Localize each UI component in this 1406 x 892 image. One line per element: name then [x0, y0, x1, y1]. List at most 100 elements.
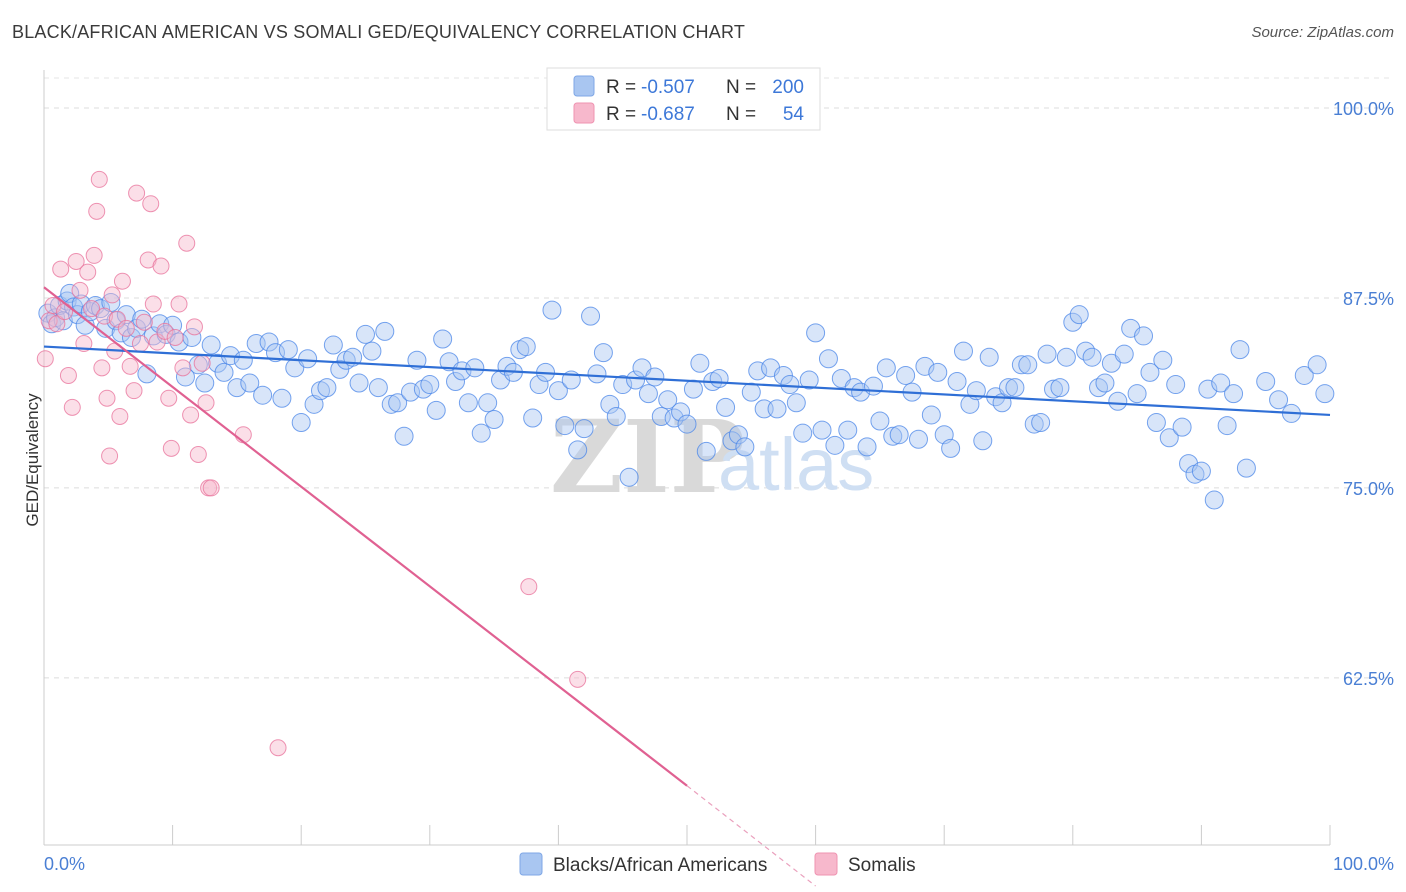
somalis-point-6 — [59, 366, 77, 384]
somalis-point-29 — [131, 335, 149, 353]
blacks-point-140 — [896, 365, 916, 385]
somalis-point-26 — [121, 357, 139, 375]
blacks-point-177 — [1134, 326, 1154, 346]
blacks-point-114 — [728, 425, 748, 445]
regression-line-blacks — [43, 345, 1331, 417]
blacks-point-96 — [613, 375, 633, 395]
blacks-point-70 — [446, 372, 466, 392]
blacks-point-174 — [1114, 344, 1134, 364]
somalis-point-13 — [85, 246, 103, 264]
blacks-point-182 — [1166, 375, 1186, 395]
blacks-point-178 — [1140, 362, 1160, 382]
somalis-point-23 — [111, 407, 129, 425]
blacks-point-145 — [928, 362, 948, 382]
blacks-point-189 — [1211, 373, 1231, 393]
blacks-point-86 — [548, 381, 568, 401]
watermark-atlas: atlas — [718, 423, 874, 506]
blacks-point-156 — [999, 378, 1018, 398]
blacks-point-190 — [1217, 416, 1237, 436]
blacks-point-144 — [921, 405, 941, 425]
blacks-point-68 — [433, 329, 453, 349]
legend-r-value-2: -0.687 — [641, 104, 695, 125]
blacks-point-186 — [1191, 461, 1211, 481]
blacks-point-82 — [523, 408, 543, 428]
somalis-point-25 — [117, 319, 135, 337]
blacks-point-153 — [979, 347, 999, 367]
blacks-point-62 — [394, 426, 414, 446]
somalis-point-18 — [98, 389, 116, 407]
blacks-point-55 — [349, 373, 369, 393]
somalis-point-50 — [234, 426, 252, 444]
bottom-legend-swatch-somalis — [814, 852, 838, 876]
blacks-point-91 — [581, 306, 601, 326]
blacks-point-109 — [696, 441, 716, 461]
blacks-point-83 — [529, 375, 549, 395]
blacks-point-64 — [407, 350, 427, 370]
blacks-point-67 — [426, 400, 446, 420]
blacks-point-103 — [658, 390, 678, 410]
blacks-point-72 — [458, 393, 478, 413]
somalis-point-43 — [182, 406, 200, 424]
somalis-point-27 — [125, 382, 143, 400]
somalis-point-7 — [63, 398, 81, 416]
blacks-point-171 — [1095, 373, 1115, 393]
blacks-point-58 — [368, 378, 388, 398]
regression-line-somalis-extension — [686, 785, 816, 887]
somalis-point-15 — [90, 170, 108, 188]
blacks-point-120 — [767, 399, 787, 419]
somalis-point-3 — [48, 315, 66, 333]
blacks-point-133 — [851, 382, 871, 402]
blacks-point-98 — [626, 370, 646, 390]
blacks-point-18 — [116, 305, 136, 325]
blacks-point-136 — [870, 411, 890, 431]
blacks-point-34 — [214, 362, 234, 382]
blacks-point-191 — [1224, 384, 1244, 404]
somalis-point-40 — [170, 295, 188, 313]
blacks-point-149 — [953, 341, 973, 361]
somalis-point-5 — [56, 303, 74, 321]
blacks-point-187 — [1198, 379, 1218, 399]
somalis-point-42 — [178, 234, 196, 252]
blacks-point-108 — [690, 353, 710, 373]
blacks-point-74 — [471, 423, 491, 443]
legend-n-value-1: 200 — [772, 77, 804, 98]
bottom-legend: Blacks/African Americans Somalis — [519, 852, 916, 876]
chart-title: BLACK/AFRICAN AMERICAN VS SOMALI GED/EQU… — [12, 22, 746, 42]
blacks-point-152 — [973, 431, 993, 451]
blacks-point-127 — [812, 420, 832, 440]
blacks-point-129 — [825, 435, 845, 455]
blacks-point-100 — [638, 384, 658, 404]
blacks-point-99 — [632, 358, 652, 378]
blacks-point-157 — [1005, 378, 1025, 398]
blacks-point-56 — [356, 324, 375, 344]
somalis-point-32 — [142, 195, 160, 213]
blacks-point-63 — [401, 382, 421, 402]
blacks-point-93 — [593, 343, 613, 363]
blacks-point-36 — [227, 378, 247, 398]
blacks-point-193 — [1236, 458, 1256, 478]
somalis-point-53 — [569, 670, 587, 688]
blacks-point-13 — [91, 299, 111, 319]
blacks-point-199 — [1315, 384, 1335, 404]
legend-swatch-blacks — [573, 75, 595, 97]
blacks-point-47 — [298, 349, 318, 369]
blacks-point-125 — [799, 370, 819, 390]
blacks-point-159 — [1018, 355, 1038, 375]
blacks-point-117 — [748, 361, 768, 381]
blacks-point-198 — [1307, 355, 1327, 375]
series-somalis-points — [36, 170, 587, 757]
blacks-point-124 — [793, 423, 813, 443]
blacks-point-162 — [1037, 344, 1057, 364]
blacks-point-173 — [1108, 391, 1128, 411]
bottom-legend-label-somalis: Somalis — [848, 855, 916, 876]
legend-swatch-somalis — [573, 102, 595, 124]
blacks-point-192 — [1230, 340, 1250, 360]
somalis-point-0 — [36, 350, 54, 368]
somalis-point-14 — [88, 202, 106, 220]
somalis-point-39 — [166, 328, 184, 346]
blacks-point-92 — [587, 364, 607, 384]
blacks-point-97 — [619, 467, 639, 487]
blacks-point-57 — [362, 341, 382, 361]
blacks-point-179 — [1146, 413, 1166, 433]
